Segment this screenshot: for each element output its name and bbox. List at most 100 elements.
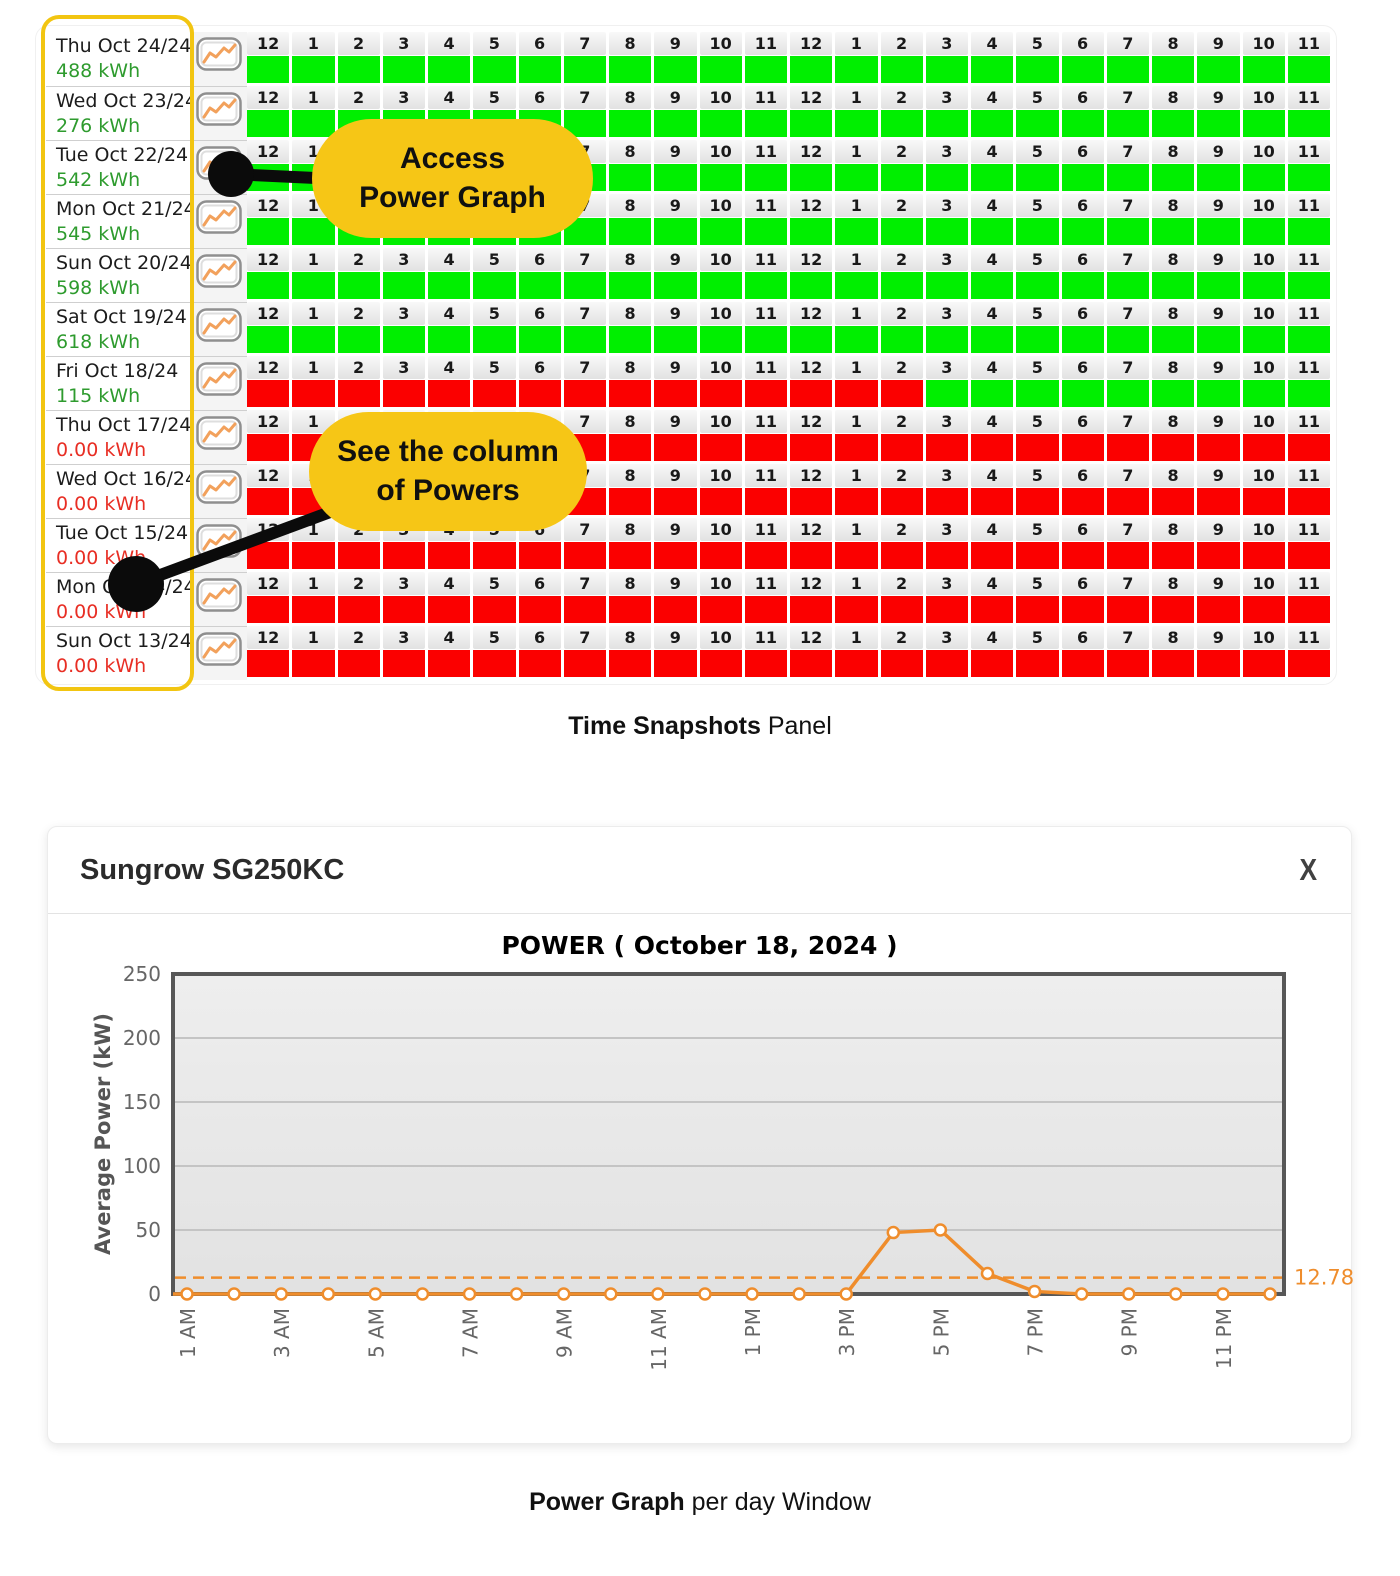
hour-cell: 2 [880,248,923,302]
hour-status-cell [835,380,878,407]
hour-cell: 4 [971,140,1014,194]
hour-cell: 4 [971,302,1014,356]
hour-label: 10 [699,140,742,163]
hour-status-cell [1061,380,1104,407]
hour-status-cell [1152,164,1195,191]
power-graph-button[interactable] [195,362,243,399]
hour-label: 10 [1242,410,1285,433]
hour-status-cell [1242,56,1285,83]
power-graph-button[interactable] [195,200,243,237]
snapshot-day[interactable]: Thu Oct 24/24 488 kWh [46,32,191,86]
window-title: Sungrow SG250KC [80,853,345,886]
power-graph-button[interactable] [195,524,243,561]
hour-cell: 9 [654,194,697,248]
hour-cell: 2 [880,356,923,410]
day-energy-value: 488 kWh [56,60,141,82]
hour-cell: 10 [1242,302,1285,356]
hour-status-cell [1242,110,1285,137]
hour-label: 10 [1242,248,1285,271]
data-point-marker [980,1266,995,1281]
hour-status-cell [1287,218,1330,245]
snapshot-day[interactable]: Mon Oct 14/24 0.00 kWh [46,572,196,626]
power-graph-button[interactable] [195,632,243,669]
day-date-label: Tue Oct 22/24 [56,144,189,166]
snapshot-day[interactable]: Tue Oct 15/24 0.00 kWh [46,518,191,572]
hour-label: 9 [1197,626,1240,649]
data-point-marker [933,1223,948,1237]
hour-status-cell [835,326,878,353]
snapshot-day[interactable]: Sun Oct 13/24 0.00 kWh [46,626,192,680]
hour-label: 8 [1152,410,1195,433]
hour-cell: 2 [880,302,923,356]
hour-cell: 1 [835,194,878,248]
y-tick-label: 100 [123,1154,161,1178]
hour-status-cell [247,650,290,677]
hour-status-cell [382,380,425,407]
hour-status-cell [1061,164,1104,191]
hour-label: 9 [1197,518,1240,541]
hour-label: 7 [1106,248,1149,271]
hour-label: 1 [835,302,878,325]
hour-status-cell [654,272,697,299]
power-graph-button[interactable] [195,578,243,615]
hour-cell: 6 [518,626,561,680]
hour-label: 7 [1106,194,1149,217]
hour-cell: 11 [744,140,787,194]
hour-label: 6 [1061,86,1104,109]
hour-label: 8 [1152,86,1195,109]
hour-label: 3 [925,140,968,163]
snapshot-day[interactable]: Sun Oct 20/24 598 kWh [46,248,192,302]
snapshot-day[interactable]: Mon Oct 21/24 545 kWh [46,194,196,248]
hour-status-cell [563,542,606,569]
hour-cell: 8 [1152,464,1195,518]
hour-status-cell [1061,326,1104,353]
hour-status-cell [473,542,516,569]
hour-status-cell [382,326,425,353]
power-graph-button[interactable] [195,308,243,345]
hour-label: 7 [1106,464,1149,487]
hour-label: 5 [473,86,516,109]
day-energy-value: 0.00 kWh [56,655,147,677]
power-graph-button[interactable] [195,470,243,507]
snapshot-day[interactable]: Wed Oct 23/24 276 kWh [46,86,197,140]
hour-label: 12 [790,194,833,217]
hour-status-cell [1106,218,1149,245]
snapshot-day[interactable]: Tue Oct 22/24 542 kWh [46,140,191,194]
hour-label: 1 [292,248,335,271]
day-energy-value: 618 kWh [56,331,141,353]
hour-cell: 6 [1061,248,1104,302]
hour-cell: 10 [699,518,742,572]
hour-label: 3 [925,572,968,595]
hour-label: 8 [1152,518,1195,541]
hour-status-cell [835,218,878,245]
hour-label: 11 [1287,356,1330,379]
hour-label: 4 [971,248,1014,271]
hour-status-cell [654,218,697,245]
power-graph-button[interactable] [195,37,243,74]
snapshot-day[interactable]: Sat Oct 19/24 618 kWh [46,302,191,356]
snapshot-day[interactable]: Thu Oct 17/24 0.00 kWh [46,410,191,464]
hour-label: 1 [292,410,335,433]
hour-status-cell [337,380,380,407]
snapshot-day[interactable]: Wed Oct 16/24 0.00 kWh [46,464,197,518]
hour-label: 7 [1106,518,1149,541]
hour-label: 9 [654,464,697,487]
power-graph-button[interactable] [195,416,243,453]
hour-status-cell [1242,218,1285,245]
hour-cell: 6 [1061,140,1104,194]
power-graph-button[interactable] [195,254,243,291]
hour-status-cell [790,218,833,245]
snapshot-day[interactable]: Fri Oct 18/24 115 kWh [46,356,191,410]
hour-cell: 11 [1287,356,1330,410]
power-graph-button[interactable] [195,146,243,183]
hour-label: 1 [292,32,335,55]
callout-line: of Powers [376,473,520,507]
data-point-marker [1169,1287,1183,1301]
icon-cell [191,302,247,356]
hour-status-cell [292,380,335,407]
hour-cell: 11 [744,572,787,626]
power-graph-button[interactable] [195,92,243,129]
close-button[interactable]: X [1299,852,1318,887]
hour-cell: 3 [925,140,968,194]
hour-label: 2 [880,356,923,379]
